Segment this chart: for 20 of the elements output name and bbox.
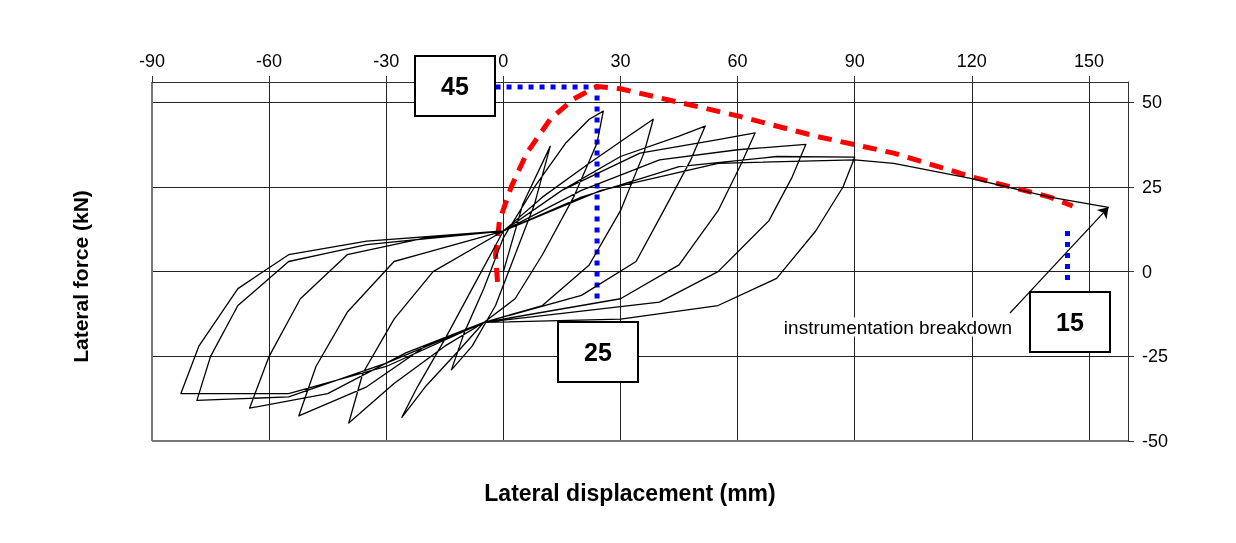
y-tick-label: -50 xyxy=(1142,431,1169,451)
x-tick-label: -30 xyxy=(373,51,400,71)
y-tick-label: -25 xyxy=(1142,346,1169,367)
x-tick-label: 0 xyxy=(498,51,509,71)
x-tick-label: 120 xyxy=(956,51,987,71)
x-tick-label: 150 xyxy=(1073,51,1104,71)
y-axis-title: Lateral force (kN) xyxy=(68,190,92,363)
y-tick-label: 25 xyxy=(1142,176,1163,197)
x-tick-label: 90 xyxy=(844,51,865,71)
x-tick-label: -60 xyxy=(256,51,283,71)
annotation: 25 xyxy=(584,338,612,366)
x-axis-title: Lateral displacement (mm) xyxy=(484,480,776,506)
x-tick-label: 60 xyxy=(727,51,748,71)
x-tick-label: -90 xyxy=(138,51,166,71)
annotation: 45 xyxy=(441,72,469,100)
annotation: instrumentation breakdown xyxy=(783,316,1012,338)
y-tick-label: 50 xyxy=(1142,92,1163,113)
x-tick-label: 30 xyxy=(610,51,631,71)
y-tick-label: 0 xyxy=(1142,261,1153,282)
annotation: 15 xyxy=(1056,308,1084,336)
